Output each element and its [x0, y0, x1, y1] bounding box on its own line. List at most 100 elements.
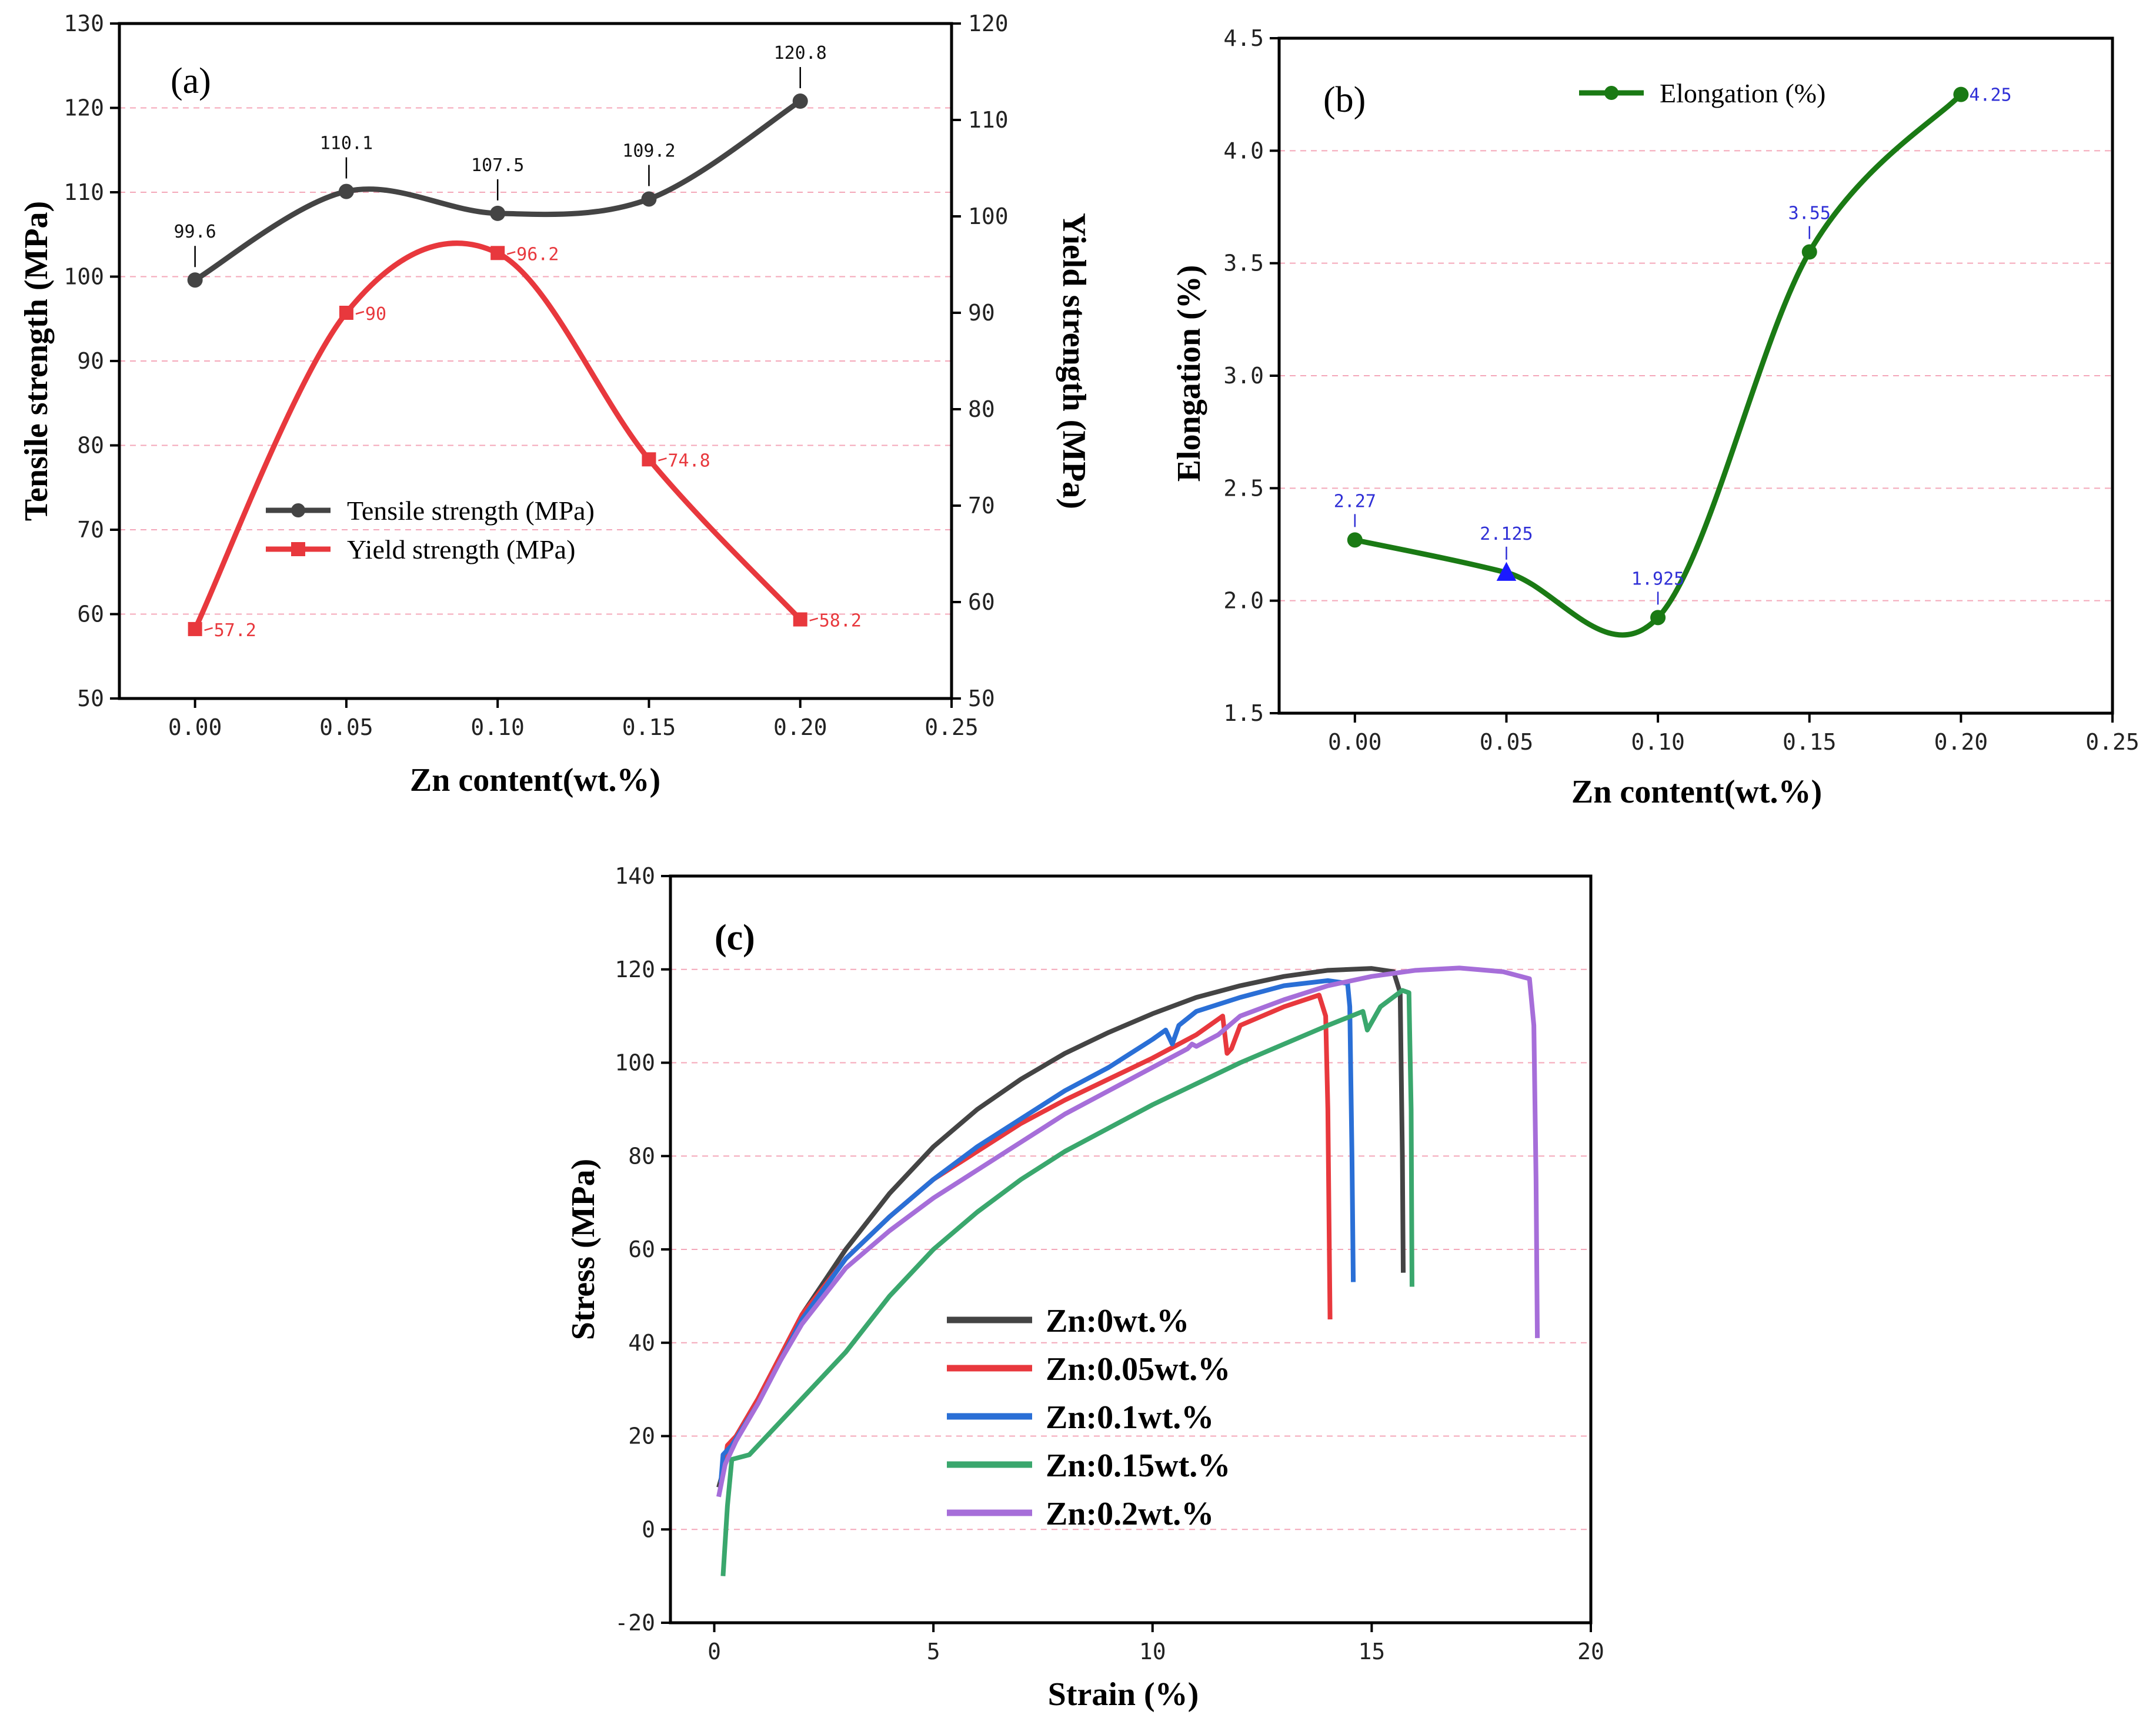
panel-b-chart: 0.00 0.05 0.10 0.15 0.20 0.25 1.5 2.0 2.5 3.0 3.5 4… [1171, 25, 2140, 810]
b-data-point [1347, 532, 1363, 548]
b-series-line [1354, 92, 1963, 638]
a-panel-label: (a) [171, 61, 211, 101]
c-y-tick-label: 0 [642, 1516, 655, 1542]
b-data-point [1953, 86, 1969, 102]
a-data-point [338, 183, 354, 199]
a-legend-label: Yield strength (MPa) [347, 534, 575, 564]
c-x-axis-label: Strain (%) [1048, 1676, 1199, 1713]
a-label-leader [355, 310, 365, 315]
b-y-tick-label: 3.0 [1223, 363, 1264, 389]
c-y-tick-label: 80 [628, 1143, 655, 1169]
c-y-tick-label: 120 [615, 957, 655, 982]
a-y2-tick-label: 70 [968, 493, 995, 519]
a-label-leader [809, 617, 819, 621]
a-data-point [187, 272, 203, 288]
b-legend-marker [1604, 86, 1618, 100]
a-label-leader [658, 457, 667, 462]
a-y-tick-label: 120 [64, 95, 104, 121]
c-series-line [720, 988, 1414, 1576]
a-data-point [792, 93, 808, 109]
a-y-tick-label: 50 [77, 686, 104, 711]
c-legend-label: Zn:0.15wt.% [1046, 1448, 1230, 1484]
a-y-axis-label: Tensile strength (MPa) [18, 201, 55, 521]
a-y2-axis-label: Yield strength (MPa) [1056, 213, 1092, 509]
b-x-tick-label: 0.25 [2085, 729, 2140, 755]
c-y-axis-label: Stress (MPa) [565, 1159, 602, 1340]
b-x-axis-label: Zn content(wt.%) [1571, 774, 1822, 810]
b-data-label: 1.925 [1631, 569, 1684, 589]
b-y-tick-label: 3.5 [1223, 250, 1264, 276]
b-x-tick-label: 0.05 [1480, 729, 1534, 755]
a-x-axis-label: Zn content(wt.%) [410, 762, 660, 798]
c-legend-label: Zn:0wt.% [1046, 1303, 1189, 1339]
a-y-tick-label: 100 [64, 264, 104, 290]
a-y-tick-label: 110 [64, 179, 104, 205]
panel-a-chart: 0.00 0.05 0.10 0.15 0.20 0.25 50 60 70 80 90 100 110… [18, 11, 1092, 798]
a-data-label: 120.8 [774, 43, 827, 63]
c-y-tick-label: 40 [628, 1330, 655, 1356]
a-data-label: 99.6 [174, 222, 216, 242]
b-y-tick-label: 2.5 [1223, 475, 1264, 501]
a-legend-marker [291, 542, 305, 556]
c-legend-label: Zn:0.1wt.% [1046, 1399, 1214, 1436]
a-data-label: 109.2 [622, 141, 675, 161]
b-x-tick-label: 0.20 [1934, 729, 1988, 755]
b-panel-label: (b) [1323, 80, 1366, 120]
a-x-tick-label: 0.10 [470, 714, 525, 740]
a-data-point [490, 246, 505, 260]
a-data-label: 74.8 [668, 450, 710, 471]
a-data-label: 90 [365, 304, 386, 325]
a-y2-tick-label: 50 [968, 686, 995, 711]
a-data-label: 110.1 [320, 133, 373, 154]
c-series-line [716, 965, 1540, 1498]
a-y2-tick-label: 90 [968, 300, 995, 326]
panel-c-chart: 0 5 10 15 20 -20 0 20 40 60 80 100 120 140 Strain (%) S… [565, 863, 1604, 1713]
a-data-point [641, 191, 657, 207]
a-data-point [793, 612, 807, 627]
b-y-axis-label: Elongation (%) [1171, 265, 1207, 482]
a-legend-marker [291, 503, 305, 517]
b-data-point [1496, 561, 1517, 581]
a-y2-tick-label: 60 [968, 589, 995, 615]
b-y-tick-label: 4.5 [1223, 25, 1264, 51]
a-data-point [490, 205, 506, 221]
c-y-tick-label: 140 [615, 863, 655, 889]
b-data-point [1801, 244, 1817, 260]
a-data-point [339, 306, 353, 320]
b-data-point [1650, 610, 1666, 626]
c-x-tick-label: 5 [927, 1639, 940, 1664]
a-label-leader [506, 251, 516, 255]
c-y-tick-label: 100 [615, 1050, 655, 1076]
a-y-tick-label: 130 [64, 11, 104, 36]
a-x-tick-label: 0.20 [773, 714, 827, 740]
b-data-label: 4.25 [1969, 85, 2011, 106]
a-y2-tick-label: 120 [968, 11, 1009, 36]
a-y2-tick-label: 80 [968, 396, 995, 422]
a-data-point [642, 452, 656, 467]
a-data-label: 58.2 [819, 611, 862, 631]
c-x-tick-label: 10 [1139, 1639, 1166, 1664]
c-x-tick-label: 20 [1577, 1639, 1604, 1664]
a-data-label: 107.5 [471, 155, 524, 176]
c-x-tick-label: 15 [1358, 1639, 1385, 1664]
a-label-leader [204, 627, 213, 631]
c-panel-label: (c) [715, 918, 755, 958]
b-x-tick-label: 0.00 [1328, 729, 1382, 755]
b-y-tick-label: 1.5 [1223, 700, 1264, 726]
a-legend: Tensile strength (MPa) Yield strength (MP… [266, 496, 595, 564]
a-y2-tick-label: 110 [968, 107, 1009, 133]
b-data-label: 2.27 [1334, 491, 1376, 512]
c-legend-label: Zn:0.2wt.% [1046, 1496, 1214, 1532]
a-x-tick-label: 0.25 [925, 714, 979, 740]
a-data-label: 96.2 [516, 244, 559, 265]
c-legend: Zn:0wt.% Zn:0.05wt.% Zn:0.1wt.% Zn:0.15wt.%… [947, 1303, 1230, 1532]
b-y-tick-label: 4.0 [1223, 138, 1264, 163]
c-y-tick-label: 20 [628, 1423, 655, 1449]
c-x-tick-label: 0 [707, 1639, 721, 1664]
b-x-tick-label: 0.15 [1783, 729, 1837, 755]
a-y2-tick-label: 100 [968, 203, 1009, 229]
c-y-tick-label: -20 [615, 1610, 655, 1636]
b-legend: Elongation (%) [1579, 78, 1825, 108]
a-x-tick-label: 0.05 [319, 714, 373, 740]
